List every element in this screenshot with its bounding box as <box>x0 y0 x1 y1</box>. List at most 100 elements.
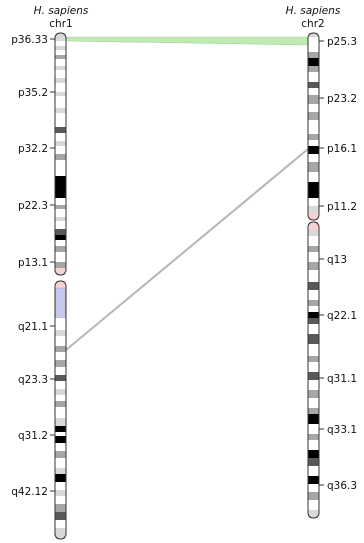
chr1-band <box>55 432 66 436</box>
chr1-band <box>55 70 66 78</box>
chr1-band <box>55 401 66 407</box>
chr2-band <box>308 356 319 362</box>
chromosome-chr1[interactable]: H. sapiens chr1 p36.33 p35.2 p32.2 p22.3… <box>11 5 89 540</box>
chr1-band <box>55 496 66 504</box>
chr1-band <box>55 229 66 235</box>
chr1-band <box>55 127 66 133</box>
chr1-band <box>55 474 66 482</box>
synteny-line-chr1-q21-chr2-p16[interactable] <box>65 148 309 351</box>
chr1-band <box>55 221 66 229</box>
chr1-band <box>55 395 66 401</box>
chr2-band-label: q13 <box>327 254 347 266</box>
chr1-bands <box>55 33 66 539</box>
chr2-band <box>308 344 319 356</box>
chr2-band <box>308 252 319 262</box>
chr2-name-label: chr2 <box>301 18 324 30</box>
chr2-band <box>308 312 319 318</box>
chr2-band-label: q36.3 <box>327 480 357 492</box>
chr1-band-label: p13.1 <box>18 257 48 269</box>
chr1-band <box>55 468 66 474</box>
chr1-band <box>55 375 66 381</box>
chr1-band <box>55 198 66 205</box>
chr1-band <box>55 41 66 46</box>
chr1-band <box>55 418 66 426</box>
chr2-band <box>308 104 319 112</box>
chr2-band <box>308 37 319 52</box>
chr1-band-label: q21.1 <box>18 321 48 333</box>
chr2-band <box>308 146 319 154</box>
chr1-band <box>55 92 66 96</box>
chr1-band <box>55 235 66 240</box>
chr1-band <box>55 141 66 146</box>
chr2-band <box>308 140 319 146</box>
chr1-band <box>55 528 66 539</box>
chr2-band <box>308 484 319 492</box>
chr2-band-label: q33.1 <box>327 424 357 436</box>
chr2-band <box>308 270 319 282</box>
chromosome-chr2[interactable]: H. sapiens chr2 p25.3 p23.2 p16.1 p11.2 … <box>286 5 357 519</box>
chr2-band <box>308 172 319 182</box>
chr1-band-label: p36.33 <box>11 34 48 46</box>
chr2-band <box>308 246 319 252</box>
chr1-band <box>55 83 66 92</box>
chr2-band <box>308 380 319 390</box>
chr2-band-labels: p25.3 p23.2 p16.1 p11.2 q13 q22.1 q31.1 … <box>319 36 357 492</box>
chr1-band-label: p32.2 <box>18 143 48 155</box>
chr2-species-label: H. sapiens <box>286 5 341 17</box>
chr2-band <box>308 134 319 140</box>
chr1-band <box>55 330 66 336</box>
chr2-band <box>308 88 319 95</box>
chr2-band <box>308 33 319 37</box>
chr2-band <box>308 262 319 270</box>
chr2-band <box>308 212 319 220</box>
chr2-band <box>308 424 319 434</box>
chr2-band <box>308 372 319 380</box>
chr1-band-label: q23.3 <box>18 374 48 386</box>
chr2-band <box>308 500 319 510</box>
chr2-band <box>308 154 319 162</box>
chr1-band <box>55 407 66 418</box>
chr1-band <box>55 108 66 113</box>
chr2-band <box>308 492 319 500</box>
chr2-band <box>308 230 319 236</box>
chr1-band <box>55 504 66 512</box>
chr1-band-label: q42.12 <box>11 486 48 498</box>
chr2-band <box>308 362 319 372</box>
chr2-p-arm-outline <box>307 32 320 221</box>
chr1-band <box>55 160 66 176</box>
chr1-band-labels: p36.33 p35.2 p32.2 p22.3 p13.1 q21.1 q23… <box>11 34 55 498</box>
chr1-band-label: p35.2 <box>18 87 48 99</box>
chr1-band <box>55 246 66 252</box>
chr1-band-label: p22.3 <box>18 200 48 212</box>
chr1-band <box>55 318 66 330</box>
chr2-band <box>308 306 319 312</box>
chr1-band <box>55 360 66 367</box>
chr2-band <box>308 236 319 246</box>
chr2-band <box>308 408 319 414</box>
chr1-band <box>55 436 66 443</box>
chr1-band <box>55 426 66 432</box>
chr2-band <box>308 198 319 206</box>
chr1-band <box>55 252 66 262</box>
chr2-q-arm-outline <box>307 221 320 519</box>
chr1-band <box>55 389 66 395</box>
chr1-band <box>55 209 66 217</box>
chr1-name-label: chr1 <box>49 18 72 30</box>
chr2-band <box>308 66 319 72</box>
chr1-band <box>55 113 66 127</box>
chr2-band <box>308 434 319 440</box>
chr2-band-label: q31.1 <box>327 373 357 385</box>
chr2-band <box>308 458 319 466</box>
chr2-band <box>308 440 319 450</box>
synteny-block-chr1-p36-chr2-p25[interactable] <box>65 36 309 46</box>
chr1-band <box>55 33 66 41</box>
chr2-band <box>308 282 319 290</box>
chr1-band <box>55 146 66 154</box>
chr2-band-label: p16.1 <box>327 143 357 155</box>
chr1-p-arm-outline <box>54 32 67 276</box>
chr1-band <box>55 490 66 496</box>
chr2-band <box>308 300 319 306</box>
chr1-band <box>55 176 66 198</box>
chr1-species-label: H. sapiens <box>34 5 89 17</box>
